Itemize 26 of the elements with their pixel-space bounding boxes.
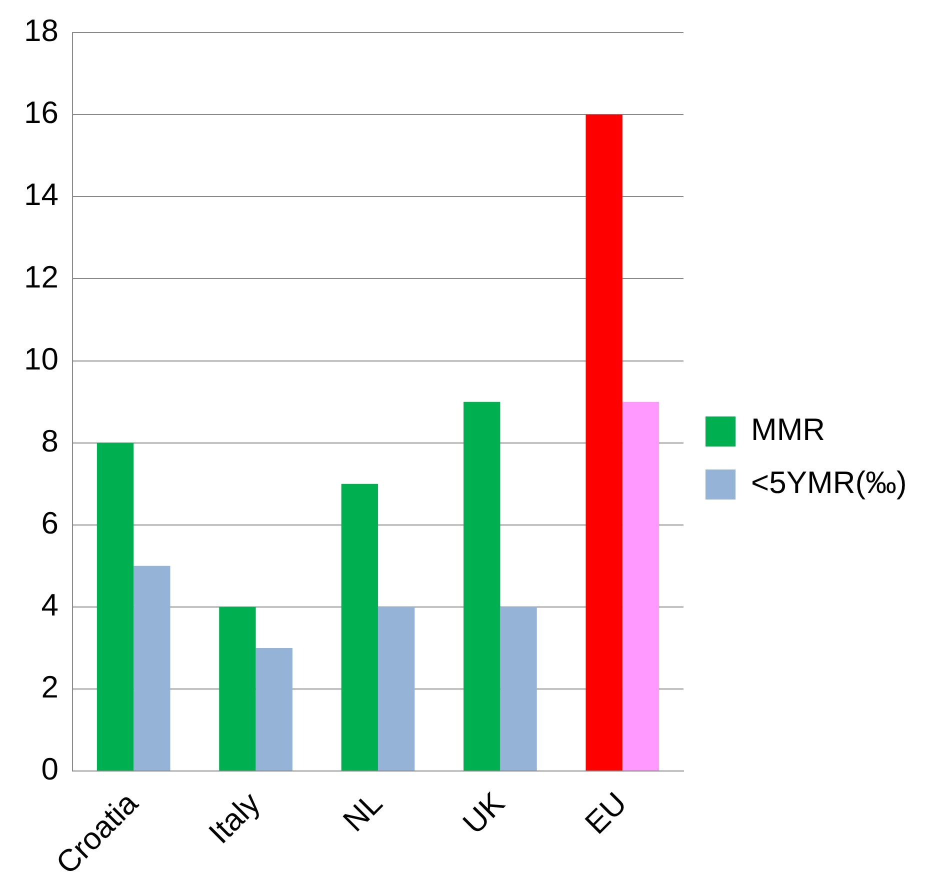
y-tick-label: 2 xyxy=(41,670,58,705)
bar xyxy=(341,484,378,771)
y-tick-label: 0 xyxy=(41,752,58,787)
bar xyxy=(500,606,537,771)
x-tick-label: Italy xyxy=(202,785,268,850)
x-tick-label: UK xyxy=(456,785,512,841)
bar xyxy=(622,402,660,771)
legend-label: <5YMR(‰) xyxy=(751,465,907,500)
y-tick-label: 12 xyxy=(24,259,58,294)
bar xyxy=(256,648,292,771)
y-tick-label: 18 xyxy=(24,13,58,48)
bar xyxy=(96,442,134,771)
bar xyxy=(464,402,500,771)
x-tick-label: EU xyxy=(578,785,634,841)
x-tick-label: NL xyxy=(336,785,389,838)
y-tick-label: 14 xyxy=(24,177,58,212)
bar xyxy=(134,566,170,771)
y-tick-label: 4 xyxy=(41,587,58,622)
y-tick-label: 10 xyxy=(24,341,58,376)
y-tick-label: 6 xyxy=(41,505,58,540)
y-tick-label: 16 xyxy=(24,95,58,130)
y-tick-label: 8 xyxy=(41,423,58,458)
bar xyxy=(378,606,415,771)
bar xyxy=(219,606,256,771)
bar xyxy=(586,114,622,771)
legend-label: MMR xyxy=(751,412,826,448)
